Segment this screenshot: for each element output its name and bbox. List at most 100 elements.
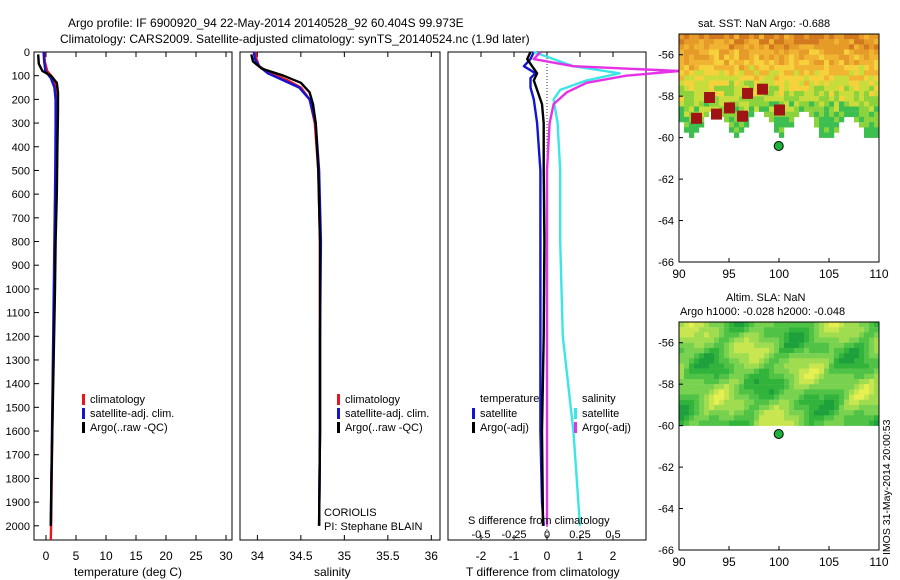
sla-cell <box>729 373 735 380</box>
sst-cell <box>769 54 775 61</box>
sla-cell <box>774 389 780 395</box>
sla-cell <box>689 363 695 369</box>
sla-cell <box>824 384 830 390</box>
sla-cell <box>849 322 855 328</box>
sst-cell <box>819 116 825 123</box>
sst-cell <box>754 101 760 107</box>
sst-cell <box>784 85 790 92</box>
sla-cell <box>679 322 685 328</box>
sla-cell <box>809 322 815 328</box>
sla-cell <box>704 379 710 385</box>
sla-cell <box>839 363 845 369</box>
sst-cell <box>734 59 740 66</box>
sst-cell <box>829 91 835 97</box>
legend-swatch <box>337 422 340 433</box>
sst-cell-warm <box>757 83 768 95</box>
sst-cell <box>809 91 815 97</box>
sla-cell <box>754 347 760 354</box>
sla-cell <box>779 394 785 400</box>
sst-cell <box>709 75 715 81</box>
sst-cell <box>744 80 750 86</box>
y-tick-label: 1100 <box>6 308 30 320</box>
sla-cell <box>704 358 710 364</box>
sla-cell <box>764 363 770 369</box>
sst-cell <box>704 59 710 66</box>
sst-cell <box>739 80 745 86</box>
sla-cell <box>744 363 750 369</box>
sla-cell <box>759 327 765 333</box>
sla-cell <box>859 415 865 421</box>
sst-cell <box>859 96 865 102</box>
sla-cell <box>789 415 795 421</box>
sla-cell <box>679 342 685 349</box>
sst-cell <box>849 65 855 71</box>
sst-cell <box>689 44 695 50</box>
sla-cell <box>809 342 815 349</box>
sla-cell <box>849 394 855 400</box>
sst-cell <box>764 80 770 86</box>
sst-cell <box>764 111 770 118</box>
sst-cell <box>854 101 860 107</box>
sla-cell <box>739 420 745 426</box>
sst-cell <box>779 75 785 81</box>
sst-cell <box>714 80 720 86</box>
header-line-2: Climatology: CARS2009. Satellite-adjuste… <box>60 32 530 46</box>
sla-cell <box>754 379 760 385</box>
legend-title-salinity: salinity <box>582 393 616 405</box>
sst-cell <box>814 106 820 112</box>
sla-cell <box>734 347 740 354</box>
sla-cell <box>814 353 820 359</box>
sst-cell <box>809 39 815 45</box>
sla-cell <box>684 342 690 349</box>
sla-cell <box>739 415 745 421</box>
sst-cell <box>749 49 755 55</box>
sla-map-subtitle: Argo h1000: -0.028 h2000: -0.048 <box>680 306 845 318</box>
sla-cell <box>749 389 755 395</box>
sst-cell <box>714 54 720 61</box>
sla-cell <box>754 327 760 333</box>
sla-cell <box>824 389 830 395</box>
sst-cell <box>829 44 835 50</box>
sla-argo-position-marker <box>773 429 784 439</box>
sst-cell <box>824 101 830 107</box>
s-tick-label: 0.25 <box>569 529 590 541</box>
sla-cell <box>749 363 755 369</box>
x-tick-label: 15 <box>129 549 143 563</box>
sla-cell <box>709 347 715 354</box>
sla-cell <box>789 347 795 354</box>
sla-cell <box>694 327 700 333</box>
sst-cell <box>719 44 725 50</box>
sla-cell <box>704 347 710 354</box>
sla-cell <box>709 389 715 395</box>
sla-cell <box>814 404 820 411</box>
sst-cell <box>804 80 810 86</box>
sla-cell <box>734 322 740 328</box>
sla-cell <box>734 389 740 395</box>
sst-cell <box>849 54 855 61</box>
sst-cell <box>799 75 805 81</box>
sst-cell <box>859 70 865 76</box>
sla-cell <box>704 394 710 400</box>
sst-cell <box>714 65 720 71</box>
sla-cell <box>769 322 775 328</box>
sst-cell <box>859 49 865 55</box>
sla-cell <box>734 353 740 359</box>
sst-cell <box>874 59 880 66</box>
sst-cell <box>784 101 790 107</box>
sst-cell <box>764 39 770 45</box>
sst-cell <box>839 59 845 66</box>
sla-cell <box>809 327 815 333</box>
sla-cell <box>679 353 685 359</box>
sla-cell <box>684 358 690 364</box>
sla-cell <box>689 353 695 359</box>
sla-cell <box>759 379 765 385</box>
legend-label: satellite-adj. clim. <box>345 408 429 420</box>
salinity-panel: 34 34.5 35 35.5 36 salinity climatologysatel… <box>239 51 441 579</box>
x-tick-label: 20 <box>159 549 173 563</box>
sst-cell <box>799 106 805 112</box>
sla-cell <box>764 347 770 354</box>
sla-cell <box>864 347 870 354</box>
sla-cell <box>844 394 850 400</box>
sst-cell-warm <box>711 108 722 120</box>
sla-cell <box>699 384 705 390</box>
